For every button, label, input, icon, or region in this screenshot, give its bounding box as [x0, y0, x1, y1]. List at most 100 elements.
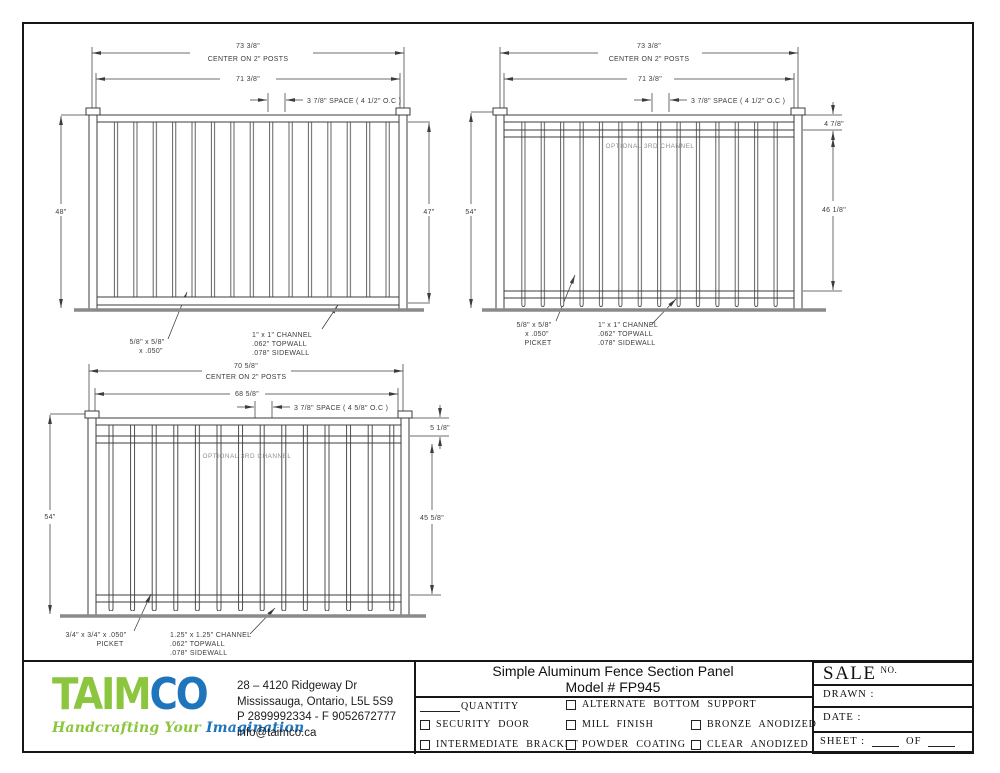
logo-word-blue: CO [149, 669, 209, 720]
logo-wordmark: TAIMCO [52, 673, 274, 717]
d1-fence-graphic [74, 107, 424, 312]
d2-picket-tips [509, 298, 790, 307]
drawing-model-number: Model # FP945 [565, 678, 661, 695]
revision-block: SALE NO. DRAWN : DATE : SHEET : OF [812, 661, 974, 754]
d1-channel-label-3: .078" SIDEWALL [252, 350, 309, 357]
diagram-panel-54in-extended: 73 3/8" CENTER ON 2" POSTS 71 3/8" 3 7/8… [465, 43, 846, 347]
sheet-border [22, 22, 974, 753]
d2-height-right: 46 1/8" [822, 207, 846, 214]
checkbox-powder-coating[interactable] [566, 739, 576, 750]
d1-pickets [103, 122, 396, 297]
d3-height-right: 45 5/8" [420, 515, 444, 522]
d1-dimension-lines [59, 47, 431, 340]
d3-picket-tips [104, 602, 397, 611]
checkbox-intermediate-bracket[interactable] [420, 739, 430, 750]
option-label: INTERMEDIATE BRACKET [436, 739, 579, 750]
option-label: MILL FINISH [582, 719, 654, 730]
d2-inner-dim: 71 3/8" [638, 76, 662, 83]
diagram-panel-54in-heavy: 70 5/8" CENTER ON 2" POSTS 68 5/8" 3 7/8… [44, 363, 450, 657]
d3-channel-label-2: .062" TOPWALL [170, 641, 225, 648]
sale-label: SALE [823, 663, 877, 684]
drawing-title-line1: Simple Aluminum Fence Section Panel [492, 663, 734, 679]
option-label: CLEAR ANODIZED [707, 739, 809, 750]
d1-channel-label-2: .062" TOPWALL [252, 341, 307, 348]
d2-pickets [509, 122, 790, 298]
address-line-3: P 2899992334 - F 9052672777 [237, 711, 397, 723]
address-email: info@taimco.ca [237, 726, 317, 739]
date-label: DATE : [823, 712, 862, 723]
sheet-of-label: OF [906, 736, 922, 747]
revision-rule-2 [814, 706, 972, 708]
d3-pickets [104, 425, 397, 602]
option-clear-anodized[interactable]: CLEAR ANODIZED [691, 739, 809, 750]
sheet-total-blank[interactable] [928, 736, 956, 747]
checkbox-clear-anodized[interactable] [691, 739, 701, 750]
revision-rule-1 [814, 684, 972, 686]
d3-channel-label-3: .078" SIDEWALL [170, 650, 227, 657]
logo-tagline: Handcrafting Your Imagination [52, 720, 304, 736]
revision-rule-3 [814, 731, 972, 733]
d2-picket-label-1: 5/8" x 5/8" [516, 322, 551, 329]
d2-overall-dim: 73 3/8" [637, 43, 661, 50]
address-line-2: Mississauga, Ontario, L5L 5S9 [237, 695, 394, 708]
drawn-label: DRAWN : [823, 689, 875, 700]
d2-picket-label-3: PICKET [524, 340, 552, 347]
option-mill-finish[interactable]: MILL FINISH [566, 719, 654, 730]
titleblock-top-rule [22, 660, 974, 662]
d3-fence-graphic [60, 410, 426, 618]
d2-channel-label-2: .062" TOPWALL [598, 331, 653, 338]
d2-channel-gap-dim: 4 7/8" [824, 121, 844, 128]
option-label: POWDER COATING [582, 739, 686, 750]
d2-picket-label-2: x .050" [525, 331, 549, 338]
titleblock-divider-logo [414, 661, 416, 754]
option-label: SECURITY DOOR [436, 719, 530, 730]
option-label: BRONZE ANODIZED [707, 719, 817, 730]
d1-picket-label-2: x .050" [139, 348, 163, 355]
checkbox-security-door[interactable] [420, 719, 430, 730]
option-label: ALTERNATE BOTTOM SUPPORT [582, 699, 757, 710]
quantity-label: QUANTITY [461, 701, 520, 712]
d2-overall-note: CENTER ON 2" POSTS [609, 56, 690, 63]
checkbox-bronze-anodized[interactable] [691, 719, 701, 730]
sale-no-label: NO. [880, 665, 898, 675]
quantity-blank[interactable] [420, 702, 460, 712]
checkbox-alternate-bottom-support[interactable] [566, 699, 576, 710]
drawing-title: Simple Aluminum Fence Section Panel Mode… [414, 663, 812, 695]
d1-channel-label-1: 1" x 1" CHANNEL [252, 332, 312, 339]
diagram-panel-48in: 73 3/8" CENTER ON 2" POSTS 71 3/8" 3 7/8… [55, 43, 434, 357]
d3-optional-channel-note: OPTIONAL 3RD CHANNEL [203, 453, 292, 460]
sheet-number-blank[interactable] [872, 736, 900, 747]
d2-channel-label-3: .078" SIDEWALL [598, 340, 655, 347]
d1-overall-dim: 73 3/8" [236, 43, 260, 50]
tagline-green: Handcrafting Your [52, 720, 201, 736]
d2-channel-label-1: 1" x 1" CHANNEL [598, 322, 658, 329]
sale-no-heading: SALE NO. [823, 663, 897, 685]
company-address: 28 – 4120 Ridgeway Dr Mississauga, Ontar… [237, 679, 396, 741]
logo-word-green: TAIM [52, 669, 152, 720]
option-security-door[interactable]: SECURITY DOOR [420, 719, 530, 730]
d3-picket-label-2: PICKET [96, 641, 124, 648]
titleblock-title-rule [414, 696, 812, 698]
d2-space-dim: 3 7/8" SPACE ( 4 1/2" O.C ) [691, 98, 785, 105]
d3-overall-note: CENTER ON 2" POSTS [206, 374, 287, 381]
tagline-blue: Imagination [206, 720, 305, 736]
d1-inner-dim: 71 3/8" [236, 76, 260, 83]
option-powder-coating[interactable]: POWDER COATING [566, 739, 686, 750]
option-alternate-bottom-support[interactable]: ALTERNATE BOTTOM SUPPORT [566, 699, 756, 710]
drawing-area: 73 3/8" CENTER ON 2" POSTS 71 3/8" 3 7/8… [44, 43, 846, 657]
d3-channel-gap-dim: 5 1/8" [430, 425, 450, 432]
sheet-label: SHEET : [820, 736, 866, 747]
d3-space-dim: 3 7/8" SPACE ( 4 5/8" O.C ) [294, 405, 388, 412]
option-bronze-anodized[interactable]: BRONZE ANODIZED [691, 719, 817, 730]
logo-taimco: TAIMCO Handcrafting Your Imagination [52, 673, 304, 737]
sheet-row: SHEET : OF [820, 736, 956, 747]
quantity-field[interactable]: QUANTITY [420, 701, 519, 712]
address-line-1: 28 – 4120 Ridgeway Dr [237, 680, 358, 692]
d3-inner-dim: 68 5/8" [235, 391, 259, 398]
d3-channel-label-1: 1.25" x 1.25" CHANNEL [170, 632, 251, 639]
d1-height-right: 47" [423, 209, 434, 216]
option-intermediate-bracket[interactable]: INTERMEDIATE BRACKET [420, 739, 579, 750]
d1-picket-label-1: 5/8" x 5/8" [129, 339, 164, 346]
checkbox-mill-finish[interactable] [566, 719, 576, 730]
d1-overall-note: CENTER ON 2" POSTS [208, 56, 289, 63]
